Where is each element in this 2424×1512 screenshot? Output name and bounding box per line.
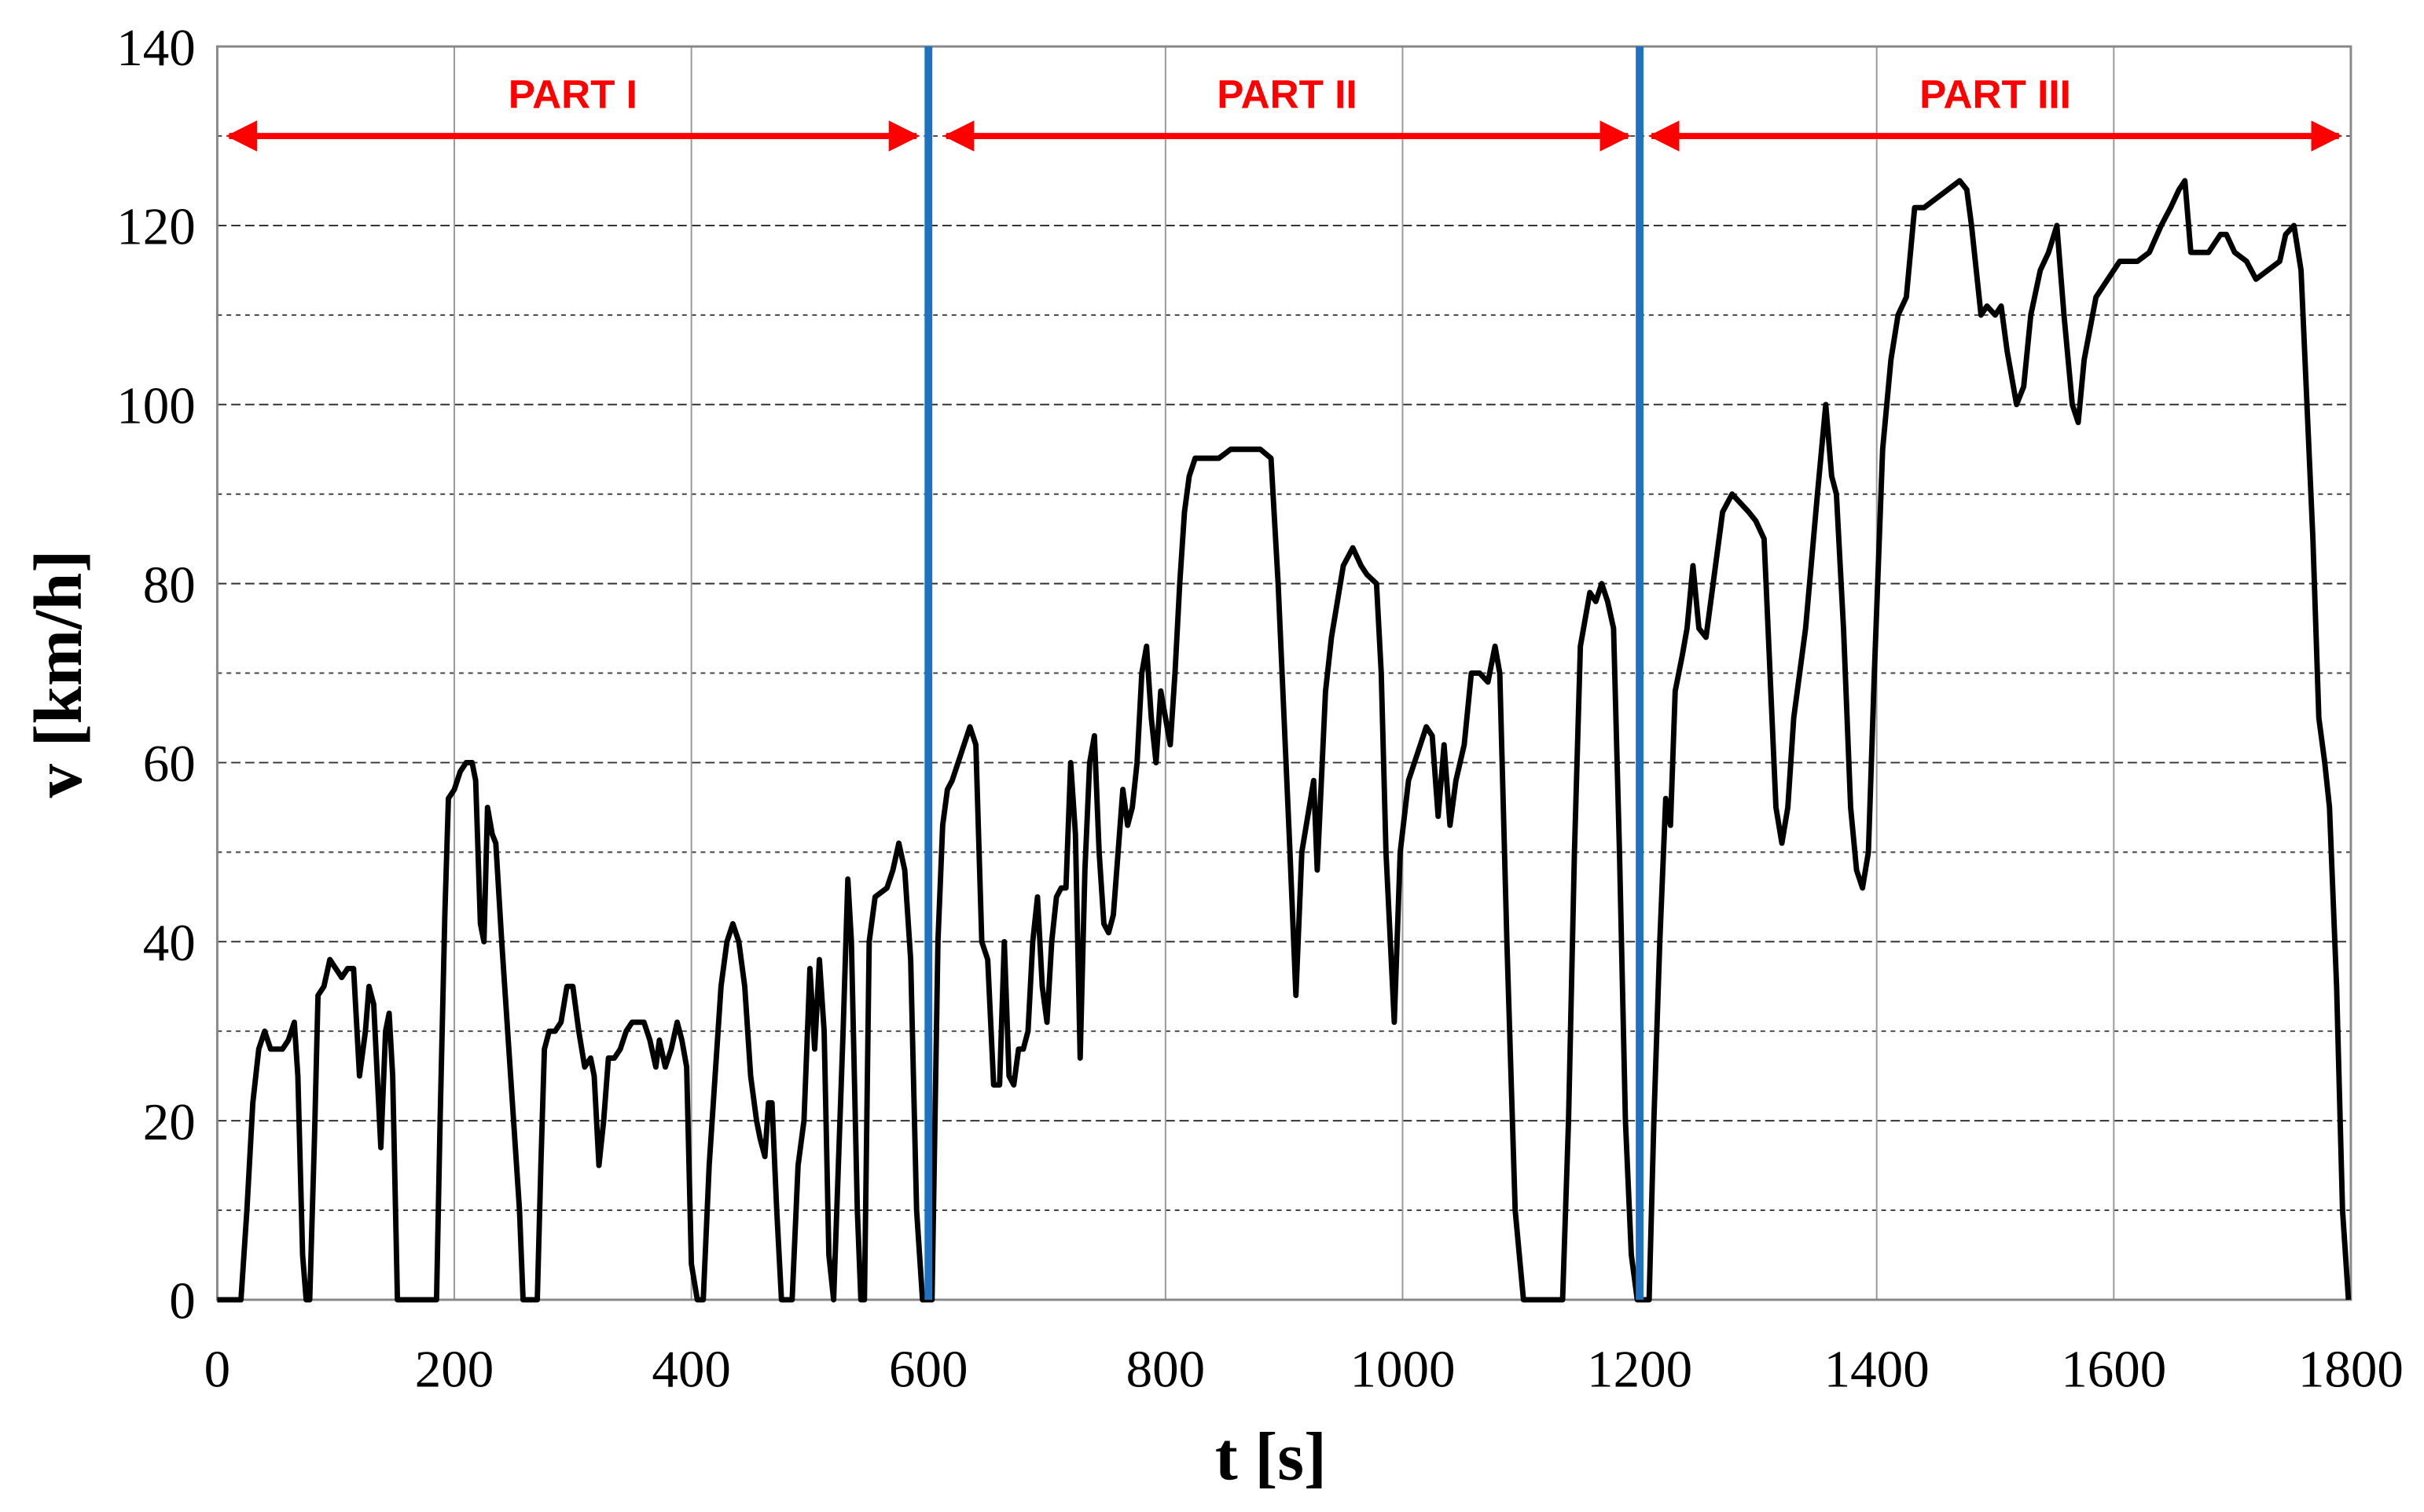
y-tick-label: 120 xyxy=(116,198,196,256)
x-tick-label: 1200 xyxy=(1587,1340,1692,1398)
x-tick-label: 0 xyxy=(204,1340,231,1398)
y-tick-label: 140 xyxy=(116,19,196,77)
y-tick-label: 40 xyxy=(143,914,196,972)
y-tick-label: 0 xyxy=(169,1272,196,1330)
y-tick-label: 20 xyxy=(143,1093,196,1151)
x-tick-label: 1400 xyxy=(1824,1340,1930,1398)
y-tick-label: 80 xyxy=(143,556,196,614)
part-label: PART III xyxy=(1919,72,2071,117)
x-tick-label: 1600 xyxy=(2061,1340,2166,1398)
x-tick-label: 600 xyxy=(889,1340,968,1398)
y-tick-label: 60 xyxy=(143,735,196,793)
part-label: PART II xyxy=(1217,72,1357,117)
x-tick-label: 800 xyxy=(1126,1340,1206,1398)
x-axis-label: t [s] xyxy=(1215,1419,1327,1495)
x-tick-label: 400 xyxy=(652,1340,731,1398)
y-axis-label: v [km/h] xyxy=(20,550,96,798)
x-tick-label: 200 xyxy=(415,1340,494,1398)
plot-border xyxy=(215,45,2352,1301)
x-tick-label: 1800 xyxy=(2298,1340,2404,1398)
speed-line xyxy=(217,178,2352,1303)
part-label: PART I xyxy=(509,72,637,117)
x-tick-label: 1000 xyxy=(1350,1340,1455,1398)
y-tick-label: 100 xyxy=(116,376,196,435)
